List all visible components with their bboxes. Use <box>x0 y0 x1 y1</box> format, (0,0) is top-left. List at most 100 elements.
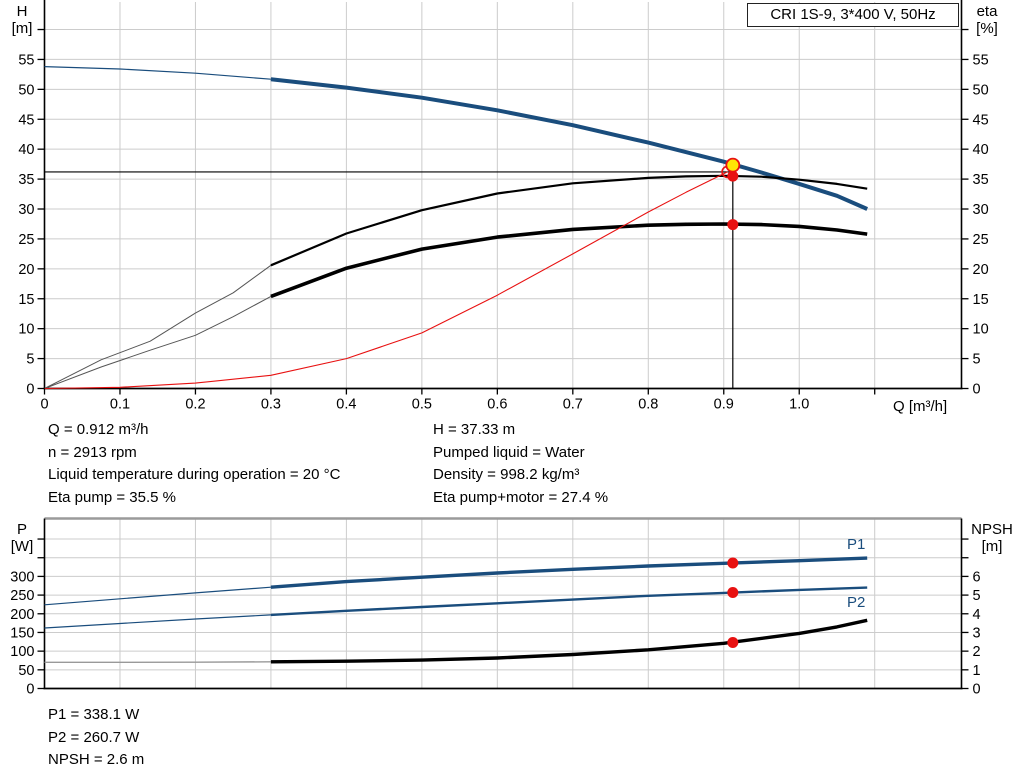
right-tick-label: 50 <box>973 82 989 98</box>
right-tick-label: 45 <box>973 112 989 128</box>
right-tick-label: 30 <box>973 202 989 218</box>
p1-curve-label: P1 <box>847 536 866 553</box>
x-tick-label: 1.0 <box>789 397 809 413</box>
right-tick-label: 3 <box>973 625 981 641</box>
right-tick-label: 6 <box>973 569 981 585</box>
left-tick-label: 300 <box>10 569 34 585</box>
right-tick-label: 2 <box>973 644 981 660</box>
h-axis-label: H [m] <box>0 3 44 37</box>
left-tick-label: 5 <box>26 352 34 368</box>
right-tick-label: 20 <box>973 262 989 278</box>
npsh-curve <box>270 618 868 664</box>
p2-curve-extended <box>44 614 271 629</box>
right-tick-label: 25 <box>973 232 989 248</box>
x-tick-label: 0.1 <box>110 397 130 413</box>
right-tick-label: 55 <box>973 52 989 68</box>
x-tick-label: 0 <box>40 397 48 413</box>
p2-curve-label: P2 <box>847 594 866 611</box>
p1-curve <box>270 556 868 589</box>
x-tick-label: 0.8 <box>638 397 658 413</box>
info-liquid-temperature: Liquid temperature during operation = 20… <box>48 466 341 483</box>
p-axis-label-line1: P <box>16 521 27 538</box>
left-tick-label: 250 <box>10 588 34 604</box>
right-tick-label: 35 <box>973 172 989 188</box>
qh-curve <box>270 77 869 211</box>
qh-curve-extended <box>44 66 271 80</box>
left-tick-label: 0 <box>26 682 34 698</box>
info-eta-pump-motor: Eta pump+motor = 27.4 % <box>433 488 609 506</box>
eta-pump-motor-curve <box>270 222 868 299</box>
eta-pump-duty-dot <box>727 170 739 182</box>
info-p2: P2 = 260.7 W <box>48 728 140 746</box>
h-axis-label-line1: H <box>16 3 28 20</box>
p2-duty-dot <box>727 586 739 598</box>
npsh-axis-label-line1: NPSH <box>971 521 1013 538</box>
eta-axis-label: eta [%] <box>963 3 1011 37</box>
left-tick-label: 200 <box>10 607 34 623</box>
eta-pump-motor-curve-extended <box>44 295 272 389</box>
npsh-axis-label-line2: [m] <box>981 538 1003 555</box>
info-p1: P1 = 338.1 W <box>48 706 140 723</box>
q-axis-unit-label: Q [m³/h] <box>893 398 948 415</box>
p-axis-label-line2: [W] <box>10 538 34 555</box>
right-tick-label: 5 <box>973 352 981 368</box>
left-tick-label: 25 <box>18 232 34 248</box>
x-tick-label: 0.7 <box>563 397 583 413</box>
info-density: Density = 998.2 kg/m³ <box>433 466 580 483</box>
left-tick-label: 55 <box>18 52 34 68</box>
left-tick-label: 50 <box>18 663 34 679</box>
info-eta-pump: Eta pump = 35.5 % <box>48 488 176 506</box>
left-tick-label: 20 <box>18 262 34 278</box>
left-tick-label: 30 <box>18 202 34 218</box>
duty-info-right: H = 37.33 m Pumped liquid = Water Densit… <box>433 419 608 509</box>
h-axis-label-line2: [m] <box>11 20 33 37</box>
left-tick-label: 10 <box>18 322 34 338</box>
p1-duty-dot <box>727 557 739 569</box>
x-tick-label: 0.2 <box>185 397 205 413</box>
right-tick-label: 0 <box>973 682 981 698</box>
right-tick-label: 10 <box>973 322 989 338</box>
eta-pump-curve-extended <box>44 264 272 389</box>
npsh-axis-label: NPSH [m] <box>960 521 1024 555</box>
left-tick-label: 15 <box>18 292 34 308</box>
system-curve <box>44 171 728 390</box>
eta-pump-motor-duty-dot <box>727 219 739 231</box>
x-tick-label: 0.5 <box>412 397 432 413</box>
info-h: H = 37.33 m <box>433 421 516 438</box>
eta-axis-label-line1: eta <box>976 3 998 20</box>
left-tick-label: 45 <box>18 112 34 128</box>
info-pumped-liquid: Pumped liquid = Water <box>433 443 585 461</box>
info-speed: n = 2913 rpm <box>48 443 137 461</box>
pump-title-box: CRI 1S-9, 3*400 V, 50Hz <box>747 3 959 27</box>
npsh-duty-dot <box>727 637 739 649</box>
left-tick-label: 100 <box>10 644 34 660</box>
right-tick-label: 0 <box>973 382 981 398</box>
right-tick-label: 15 <box>973 292 989 308</box>
duty-info-left: Q = 0.912 m³/h n = 2913 rpm Liquid tempe… <box>48 419 340 509</box>
x-tick-label: 0.6 <box>487 397 507 413</box>
x-tick-label: 0.3 <box>261 397 281 413</box>
left-tick-label: 150 <box>10 625 34 641</box>
p-axis-label: P [W] <box>0 521 44 555</box>
x-tick-label: 0.9 <box>714 397 734 413</box>
npsh-curve-extended <box>44 661 271 663</box>
right-tick-label: 1 <box>973 663 981 679</box>
info-npsh: NPSH = 2.6 m <box>48 751 145 768</box>
eta-axis-label-line2: [%] <box>976 20 998 37</box>
p2-curve <box>270 586 868 617</box>
left-tick-label: 35 <box>18 172 34 188</box>
left-tick-label: 40 <box>18 142 34 158</box>
right-tick-label: 5 <box>973 588 981 604</box>
x-tick-label: 0.4 <box>336 397 356 413</box>
duty-info-bottom: P1 = 338.1 W P2 = 260.7 W NPSH = 2.6 m <box>48 704 144 772</box>
left-tick-label: 50 <box>18 82 34 98</box>
p1-curve-extended <box>44 586 271 606</box>
eta-pump-curve <box>270 174 868 267</box>
right-tick-label: 40 <box>973 142 989 158</box>
left-tick-label: 0 <box>26 382 34 398</box>
info-q: Q = 0.912 m³/h <box>48 421 149 438</box>
right-tick-label: 4 <box>973 607 981 623</box>
duty-point <box>725 157 741 173</box>
